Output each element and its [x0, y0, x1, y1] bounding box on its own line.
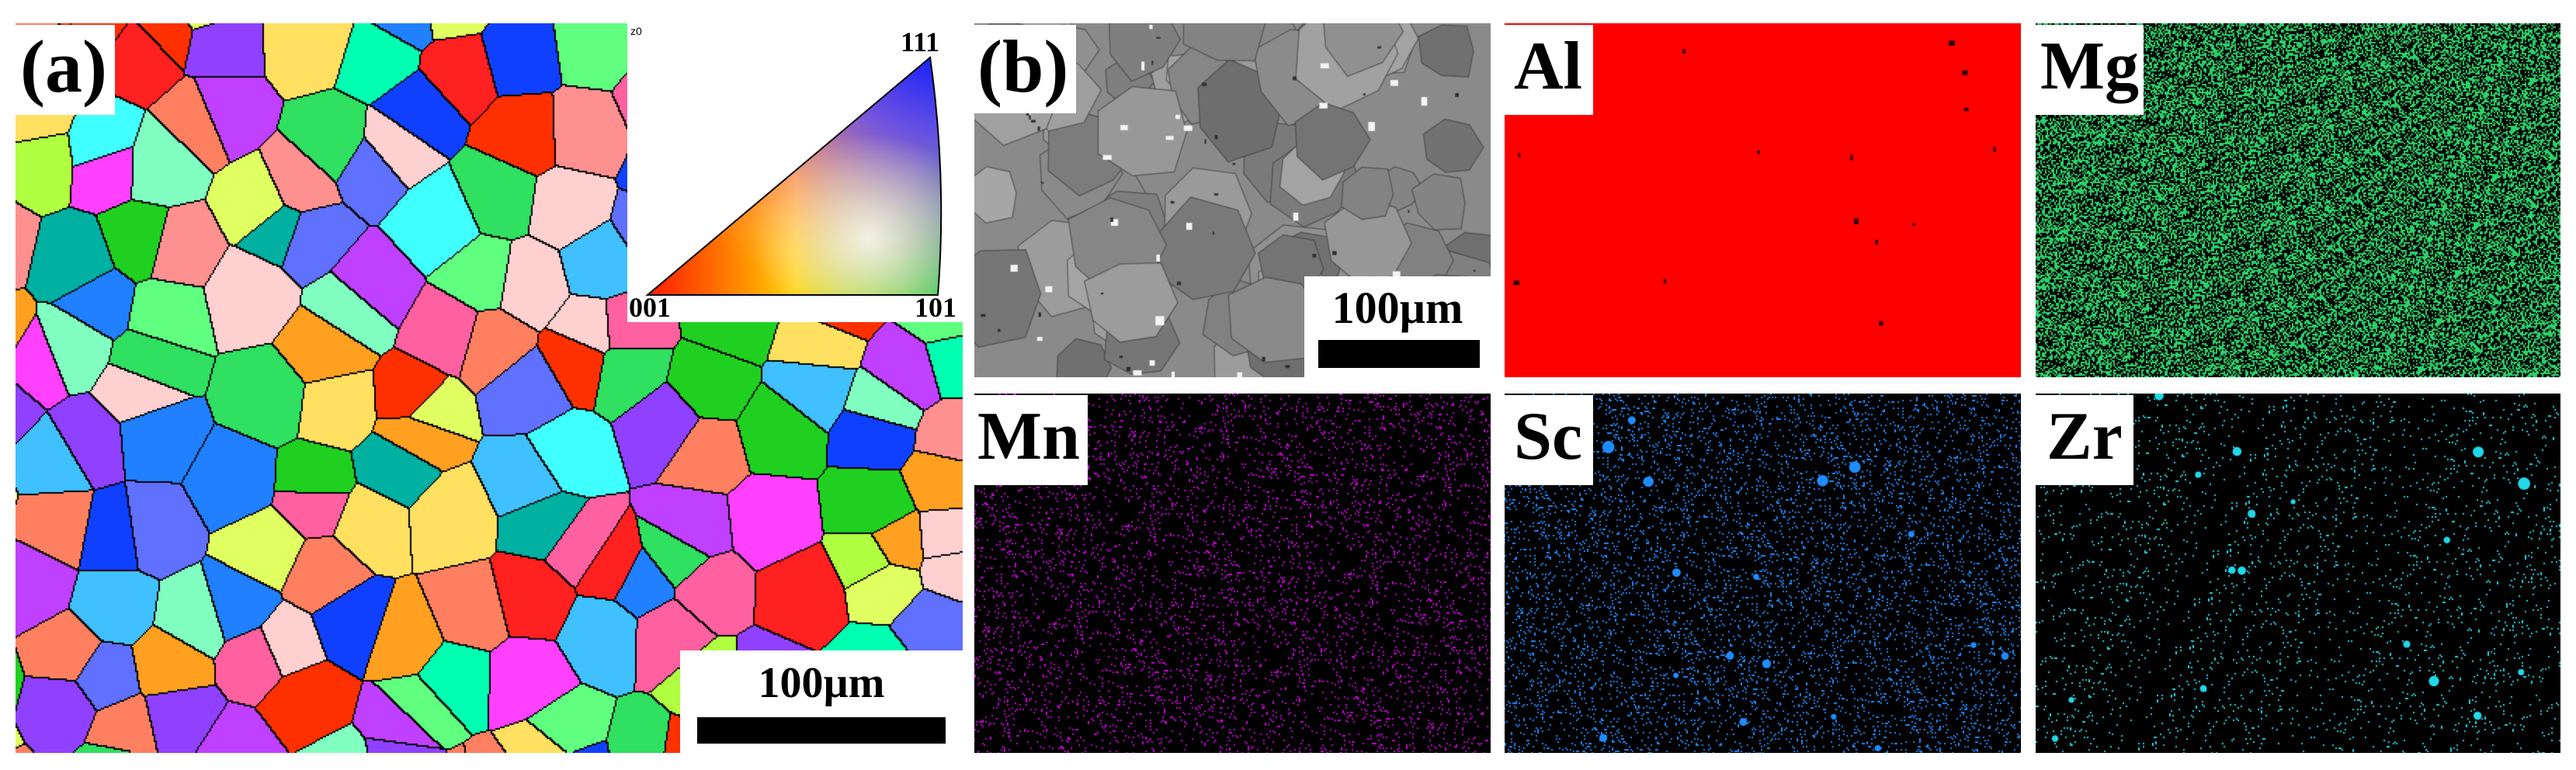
ipf-corner-tag: z0 [630, 25, 642, 37]
scale-bar-text: 100µm [758, 659, 885, 707]
panel-b-label: (b) [974, 25, 1077, 113]
mg-map-label: Mg [2036, 25, 2144, 115]
panel-b-scale-bar: 100µm [1304, 276, 1491, 377]
ipf-001-label: 001 [629, 292, 671, 323]
ipf-color-key: z0 [627, 23, 963, 322]
panel-a-label: (a) [16, 25, 115, 115]
scale-bar-line [697, 717, 946, 744]
panel-a-scale-bar: 100µm [680, 650, 963, 753]
scale-bar-text: 100µm [1331, 283, 1463, 333]
ipf-111-label: 111 [901, 26, 940, 57]
sc-map-label: Sc [1505, 395, 1593, 485]
al-map-label: Al [1505, 25, 1593, 115]
ipf-triangle [645, 56, 943, 296]
scale-bar-line [1318, 340, 1480, 368]
mn-map-label: Mn [974, 395, 1088, 485]
ipf-101-label: 101 [915, 292, 956, 323]
zr-map-label: Zr [2036, 395, 2133, 485]
